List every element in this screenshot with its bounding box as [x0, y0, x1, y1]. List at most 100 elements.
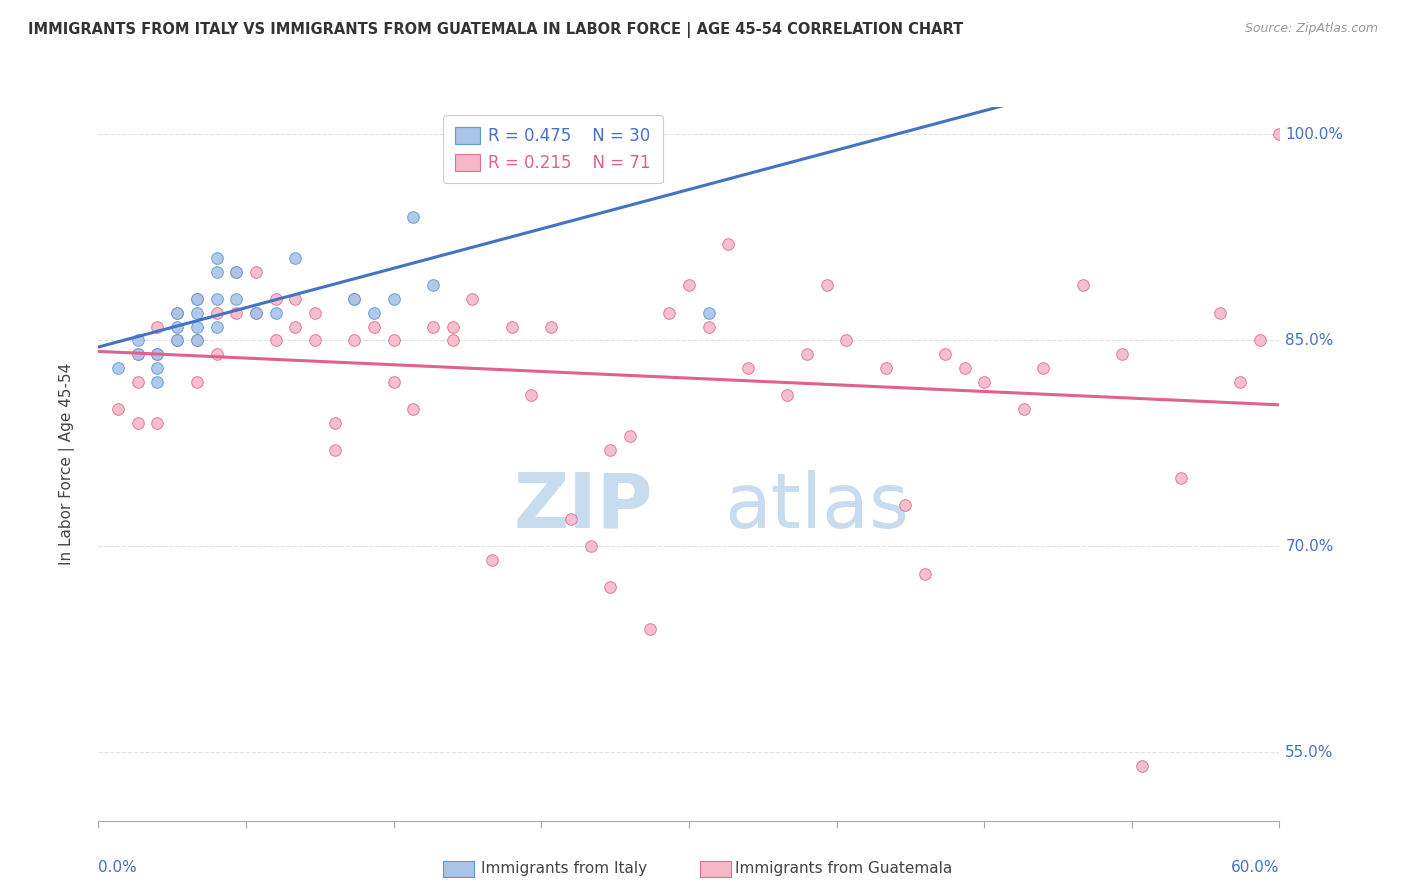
- Point: [146, 319, 169, 334]
- Point: [737, 360, 759, 375]
- Point: [717, 237, 740, 252]
- Text: 60.0%: 60.0%: [1232, 860, 1279, 875]
- Point: [481, 553, 503, 567]
- Point: [540, 319, 562, 334]
- Point: [363, 306, 385, 320]
- Point: [304, 334, 326, 348]
- Point: [599, 580, 621, 594]
- Point: [461, 292, 484, 306]
- Point: [914, 566, 936, 581]
- Point: [186, 292, 208, 306]
- Text: 100.0%: 100.0%: [1285, 127, 1343, 142]
- Point: [579, 539, 602, 553]
- Point: [166, 319, 188, 334]
- Text: Immigrants from Italy: Immigrants from Italy: [481, 862, 647, 876]
- Point: [678, 278, 700, 293]
- Point: [1032, 360, 1054, 375]
- Point: [835, 334, 858, 348]
- Point: [402, 401, 425, 416]
- Point: [343, 292, 366, 306]
- Point: [363, 319, 385, 334]
- Point: [225, 306, 247, 320]
- Point: [304, 306, 326, 320]
- Text: Immigrants from Guatemala: Immigrants from Guatemala: [735, 862, 953, 876]
- Text: IMMIGRANTS FROM ITALY VS IMMIGRANTS FROM GUATEMALA IN LABOR FORCE | AGE 45-54 CO: IMMIGRANTS FROM ITALY VS IMMIGRANTS FROM…: [28, 22, 963, 38]
- Point: [796, 347, 818, 361]
- Point: [501, 319, 523, 334]
- Point: [875, 360, 897, 375]
- Point: [815, 278, 838, 293]
- Point: [1170, 470, 1192, 484]
- Point: [284, 292, 307, 306]
- Point: [205, 292, 228, 306]
- Point: [127, 416, 149, 430]
- Text: 70.0%: 70.0%: [1285, 539, 1334, 554]
- Point: [127, 375, 149, 389]
- Point: [697, 306, 720, 320]
- Point: [186, 319, 208, 334]
- Y-axis label: In Labor Force | Age 45-54: In Labor Force | Age 45-54: [59, 363, 75, 565]
- Point: [343, 292, 366, 306]
- Point: [382, 334, 405, 348]
- Point: [146, 416, 169, 430]
- Point: [127, 347, 149, 361]
- Point: [1249, 334, 1271, 348]
- Point: [560, 512, 582, 526]
- Point: [658, 306, 681, 320]
- Point: [323, 416, 346, 430]
- Point: [934, 347, 956, 361]
- Legend: R = 0.475    N = 30, R = 0.215    N = 71: R = 0.475 N = 30, R = 0.215 N = 71: [443, 115, 662, 184]
- Point: [638, 622, 661, 636]
- Point: [205, 251, 228, 265]
- Point: [382, 375, 405, 389]
- Point: [225, 265, 247, 279]
- Point: [146, 375, 169, 389]
- Point: [1229, 375, 1251, 389]
- Point: [205, 265, 228, 279]
- Point: [127, 334, 149, 348]
- Text: ZIP: ZIP: [515, 470, 654, 543]
- Point: [186, 306, 208, 320]
- Point: [973, 375, 995, 389]
- Point: [186, 292, 208, 306]
- Point: [953, 360, 976, 375]
- Point: [1111, 347, 1133, 361]
- Point: [1012, 401, 1035, 416]
- Point: [225, 292, 247, 306]
- Point: [245, 265, 267, 279]
- Point: [146, 347, 169, 361]
- Point: [166, 306, 188, 320]
- Point: [205, 319, 228, 334]
- Point: [441, 334, 464, 348]
- Point: [382, 292, 405, 306]
- Point: [264, 334, 287, 348]
- Point: [166, 334, 188, 348]
- Point: [599, 443, 621, 458]
- Point: [402, 210, 425, 224]
- Point: [284, 319, 307, 334]
- Point: [697, 319, 720, 334]
- Text: Source: ZipAtlas.com: Source: ZipAtlas.com: [1244, 22, 1378, 36]
- Point: [186, 334, 208, 348]
- Point: [520, 128, 543, 142]
- Point: [284, 251, 307, 265]
- Point: [422, 319, 444, 334]
- Point: [264, 292, 287, 306]
- Point: [127, 347, 149, 361]
- Point: [245, 306, 267, 320]
- Text: 85.0%: 85.0%: [1285, 333, 1334, 348]
- Point: [107, 401, 129, 416]
- Point: [166, 306, 188, 320]
- Point: [1130, 758, 1153, 772]
- Point: [245, 306, 267, 320]
- Point: [776, 388, 799, 402]
- Point: [146, 347, 169, 361]
- Point: [264, 306, 287, 320]
- Point: [205, 306, 228, 320]
- Point: [205, 347, 228, 361]
- Point: [894, 498, 917, 512]
- Point: [520, 388, 543, 402]
- Point: [560, 128, 582, 142]
- Text: atlas: atlas: [724, 470, 910, 543]
- Point: [186, 375, 208, 389]
